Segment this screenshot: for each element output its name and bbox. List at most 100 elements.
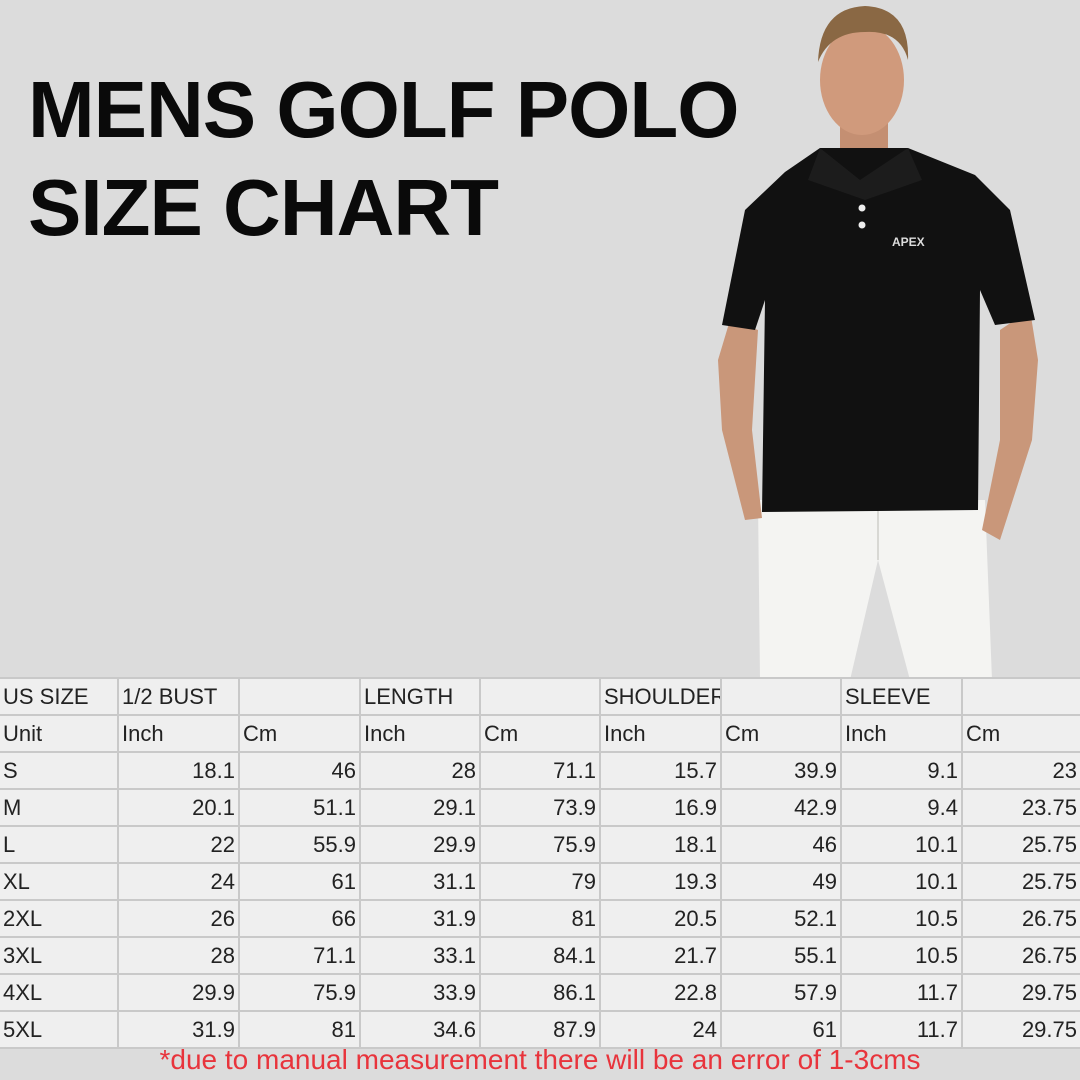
table-cell [238,677,361,716]
row-label-cell: 3XL [0,936,119,975]
table-cell: 10.1 [840,825,963,864]
table-cell: Inch [840,714,963,753]
table-cell: 84.1 [479,936,601,975]
table-cell: 18.1 [117,751,240,790]
table-cell: 23 [961,751,1080,790]
table-cell: Inch [359,714,481,753]
table-cell: LENGTH [359,677,481,716]
units-row: Unit Inch Cm Inch Cm Inch Cm Inch Cm [0,714,1080,753]
table-cell: 57.9 [720,973,842,1012]
row-label-cell: 4XL [0,973,119,1012]
head [820,25,904,135]
row-label-cell: L [0,825,119,864]
table-row: S 18.1 46 28 71.1 15.7 39.9 9.1 23 [0,751,1080,790]
black-polo-shirt [722,148,1035,512]
title-line-2: SIZE CHART [28,163,499,252]
table-cell: Inch [599,714,722,753]
table-cell: 29.9 [117,973,240,1012]
row-label-cell: XL [0,862,119,901]
table-cell: 24 [599,1010,722,1049]
table-cell [961,677,1080,716]
table-cell: SHOULDER [599,677,722,716]
table-cell: 75.9 [238,973,361,1012]
table-cell: 81 [238,1010,361,1049]
table-cell: 10.5 [840,936,963,975]
table-cell: 9.1 [840,751,963,790]
table-cell: 55.1 [720,936,842,975]
table-cell: 20.5 [599,899,722,938]
hair [818,6,909,62]
table-cell: Cm [238,714,361,753]
table-cell: 31.9 [359,899,481,938]
table-cell: 29.75 [961,1010,1080,1049]
table-row: XL 24 61 31.1 79 19.3 49 10.1 25.75 [0,862,1080,901]
table-cell: 25.75 [961,825,1080,864]
table-cell: 26.75 [961,899,1080,938]
table-cell: Cm [479,714,601,753]
table-cell: 55.9 [238,825,361,864]
table-cell: 87.9 [479,1010,601,1049]
table-cell: 22.8 [599,973,722,1012]
table-cell: 26.75 [961,936,1080,975]
table-cell: 28 [117,936,240,975]
table-cell: 10.1 [840,862,963,901]
table-cell: SLEEVE [840,677,963,716]
table-cell: 29.1 [359,788,481,827]
table-row: L 22 55.9 29.9 75.9 18.1 46 10.1 25.75 [0,825,1080,864]
table-cell: 75.9 [479,825,601,864]
table-cell: 9.4 [840,788,963,827]
table-row: 2XL 26 66 31.9 81 20.5 52.1 10.5 26.75 [0,899,1080,938]
table-cell: 34.6 [359,1010,481,1049]
table-cell: 26 [117,899,240,938]
table-cell: Cm [961,714,1080,753]
row-label-cell: 5XL [0,1010,119,1049]
table-cell: 10.5 [840,899,963,938]
table-cell: 73.9 [479,788,601,827]
header-row: US SIZE 1/2 BUST LENGTH SHOULDER SLEEVE [0,677,1080,716]
row-label-cell: 2XL [0,899,119,938]
table-cell: 31.9 [117,1010,240,1049]
table-cell [479,677,601,716]
table-cell: 21.7 [599,936,722,975]
table-cell: 61 [238,862,361,901]
table-cell: 86.1 [479,973,601,1012]
table-cell: 33.1 [359,936,481,975]
table-cell: 28 [359,751,481,790]
table-cell: 18.1 [599,825,722,864]
table-cell: 49 [720,862,842,901]
table-cell: 11.7 [840,1010,963,1049]
table-cell: 20.1 [117,788,240,827]
table-cell: 16.9 [599,788,722,827]
table-cell: 25.75 [961,862,1080,901]
row-label-cell: Unit [0,714,119,753]
table-row: M 20.1 51.1 29.1 73.9 16.9 42.9 9.4 23.75 [0,788,1080,827]
table-cell: 29.9 [359,825,481,864]
table-row: 5XL 31.9 81 34.6 87.9 24 61 11.7 29.75 [0,1010,1080,1049]
table-cell: 29.75 [961,973,1080,1012]
table-cell: 52.1 [720,899,842,938]
table-cell: 46 [238,751,361,790]
table-cell: Cm [720,714,842,753]
shirt-logo: APEX [892,235,925,249]
table-cell: 71.1 [479,751,601,790]
table-cell: 23.75 [961,788,1080,827]
row-label-cell: S [0,751,119,790]
white-pants [758,500,992,680]
row-label-cell: M [0,788,119,827]
table-cell: 31.1 [359,862,481,901]
table-cell: 24 [117,862,240,901]
model-photo: APEX [718,6,1038,680]
table-cell: 42.9 [720,788,842,827]
right-arm [982,310,1038,540]
table-cell: 79 [479,862,601,901]
measurement-note: *due to manual measurement there will be… [159,1044,921,1075]
size-chart-table: US SIZE 1/2 BUST LENGTH SHOULDER SLEEVE Unit I… [0,677,1080,1049]
table-cell: 51.1 [238,788,361,827]
table-cell: 19.3 [599,862,722,901]
table-cell: 71.1 [238,936,361,975]
table-cell: 61 [720,1010,842,1049]
table-cell: 46 [720,825,842,864]
table-cell: Inch [117,714,240,753]
row-label-cell: US SIZE [0,677,119,716]
title-line-1: MENS GOLF POLO [28,65,739,154]
